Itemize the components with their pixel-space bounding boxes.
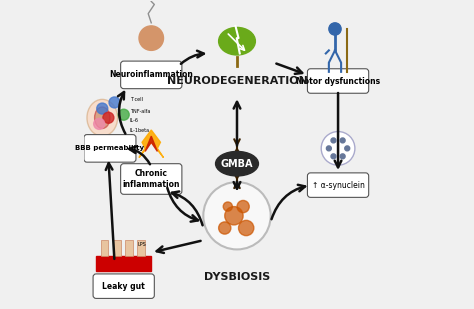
Circle shape — [321, 132, 355, 165]
Ellipse shape — [219, 28, 255, 55]
Text: TNF-alfa: TNF-alfa — [130, 109, 150, 114]
Text: LPS: LPS — [137, 242, 146, 248]
Bar — [137, 240, 145, 256]
Text: Chronic
inflammation: Chronic inflammation — [122, 169, 180, 189]
Circle shape — [109, 97, 120, 108]
Ellipse shape — [203, 182, 271, 249]
Circle shape — [238, 220, 254, 236]
Circle shape — [340, 154, 345, 159]
FancyBboxPatch shape — [93, 274, 155, 298]
Circle shape — [97, 103, 108, 114]
Text: ↑ α-synuclein: ↑ α-synuclein — [311, 181, 365, 190]
FancyBboxPatch shape — [308, 69, 369, 93]
Text: Neuroinflammation: Neuroinflammation — [109, 70, 193, 79]
Circle shape — [327, 146, 331, 151]
Text: IL-1beta: IL-1beta — [130, 128, 150, 133]
Circle shape — [225, 206, 243, 225]
Ellipse shape — [95, 107, 110, 129]
Bar — [96, 256, 151, 271]
Circle shape — [331, 154, 336, 159]
Circle shape — [329, 23, 341, 35]
Ellipse shape — [87, 99, 118, 136]
Polygon shape — [139, 130, 164, 158]
Circle shape — [345, 146, 350, 151]
Bar — [113, 240, 121, 256]
Text: Leaky gut: Leaky gut — [102, 282, 145, 291]
Circle shape — [94, 118, 105, 129]
Text: T cell: T cell — [130, 97, 143, 102]
Circle shape — [103, 112, 114, 123]
FancyBboxPatch shape — [308, 173, 369, 197]
Circle shape — [118, 109, 129, 120]
Text: IL-6: IL-6 — [130, 118, 139, 123]
Text: BBB permeability: BBB permeability — [75, 145, 145, 151]
Circle shape — [139, 26, 164, 50]
Circle shape — [237, 201, 249, 213]
FancyBboxPatch shape — [121, 164, 182, 194]
Circle shape — [219, 222, 231, 234]
Text: GMBA: GMBA — [221, 159, 253, 169]
Circle shape — [331, 138, 336, 143]
FancyBboxPatch shape — [84, 135, 136, 162]
Text: DYSBIOSIS: DYSBIOSIS — [204, 272, 270, 282]
Text: Motor dysfunctions: Motor dysfunctions — [296, 77, 380, 86]
Ellipse shape — [216, 151, 258, 176]
Text: NEURODEGENERATION: NEURODEGENERATION — [166, 76, 308, 86]
Bar — [125, 240, 133, 256]
Circle shape — [223, 202, 232, 211]
FancyBboxPatch shape — [121, 61, 182, 89]
Bar — [101, 240, 109, 256]
Polygon shape — [145, 136, 157, 151]
Circle shape — [340, 138, 345, 143]
